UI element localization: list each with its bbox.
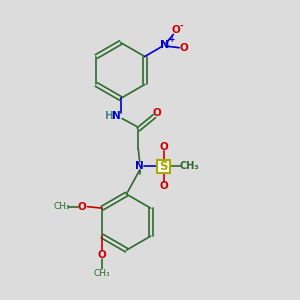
Text: H: H — [105, 111, 114, 121]
Text: O: O — [171, 25, 180, 35]
Text: N: N — [135, 161, 144, 171]
Text: -: - — [179, 22, 183, 31]
Text: +: + — [168, 35, 174, 44]
Text: N: N — [112, 111, 121, 121]
Text: CH₃: CH₃ — [179, 161, 199, 171]
FancyBboxPatch shape — [158, 160, 170, 173]
Text: O: O — [152, 108, 161, 118]
Text: CH₃: CH₃ — [53, 202, 70, 211]
Text: N: N — [160, 40, 169, 50]
Text: O: O — [78, 202, 87, 212]
Text: O: O — [160, 181, 168, 190]
Text: O: O — [98, 250, 106, 260]
Text: O: O — [160, 142, 168, 152]
Text: O: O — [180, 43, 188, 53]
Text: S: S — [160, 160, 168, 173]
Text: CH₃: CH₃ — [94, 269, 110, 278]
